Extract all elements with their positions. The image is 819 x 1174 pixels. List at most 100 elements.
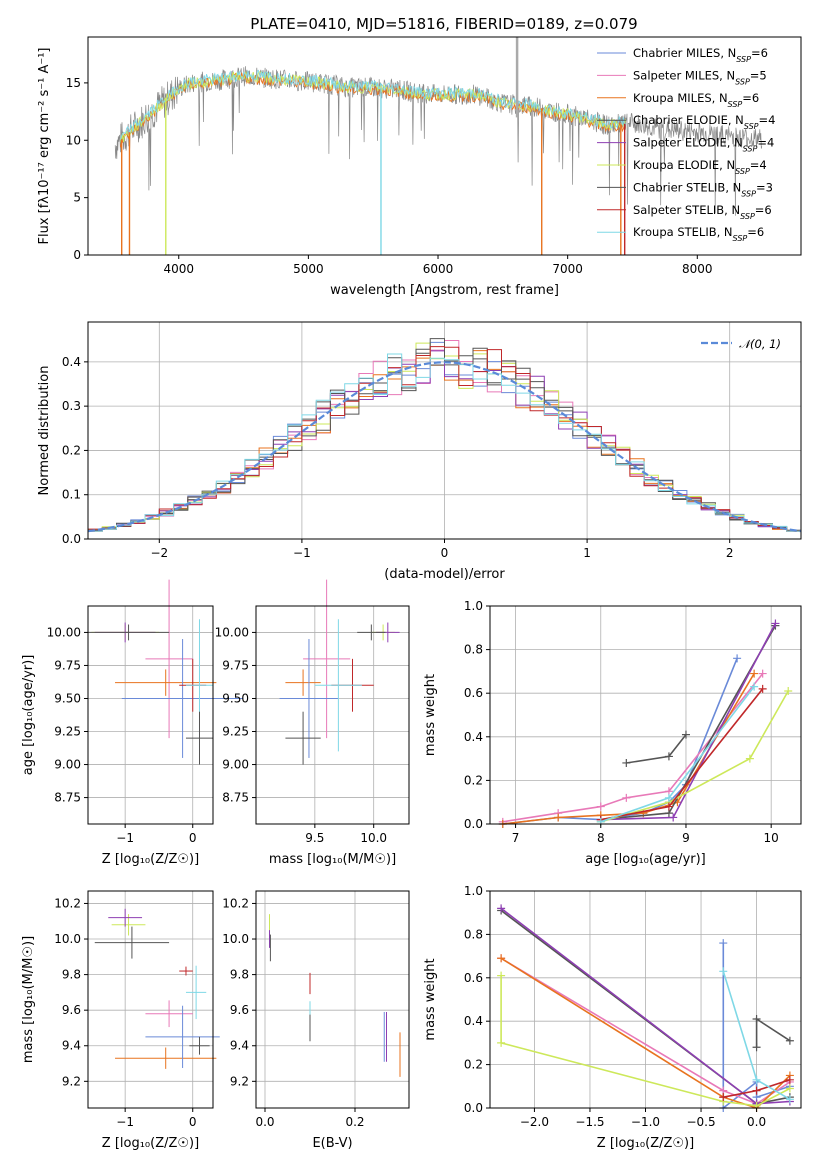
- legend-value: =6: [747, 225, 764, 239]
- axes-frame: [87, 890, 214, 1109]
- weight-line-chabrier_miles: [502, 658, 738, 825]
- y-tick-label: 9.2: [230, 1074, 249, 1088]
- weight-marker: [719, 1093, 728, 1102]
- legend-value: =6: [755, 203, 772, 217]
- plot-area: [88, 579, 244, 765]
- legend-entry: Chabrier MILES, NSSP=6: [633, 46, 768, 64]
- legend-entry: Salpeter STELIB, NSSP=6: [633, 203, 772, 221]
- weight-marker: [752, 1015, 761, 1024]
- y-tick-label: 0.3: [62, 399, 81, 413]
- y-tick-label: 10.0: [54, 932, 81, 946]
- legend-subscript: SSP: [740, 211, 755, 220]
- grid-lines: [490, 890, 801, 1109]
- weight-marker: [622, 793, 631, 802]
- y-tick-label: 9.50: [54, 691, 81, 705]
- x-axis-label: Z [log₁₀(Z/Z☉)]: [102, 852, 199, 867]
- y-tick-label: 0.4: [464, 1014, 483, 1028]
- plot-area: [269, 914, 401, 1077]
- y-tick-label: 10.2: [54, 896, 81, 910]
- weight-line-kroupa_elodie: [600, 690, 789, 823]
- legend-subscript: SSP: [733, 234, 748, 243]
- y-tick-label: 0.2: [62, 443, 81, 457]
- grid-lines: [256, 606, 409, 824]
- weight-marker: [497, 971, 506, 980]
- x-tick-label: −2: [150, 546, 168, 560]
- legend-subscript: SSP: [743, 144, 758, 153]
- y-tick-label: 10.0: [222, 932, 249, 946]
- grid-lines: [88, 606, 213, 824]
- y-tick-label: 0: [73, 248, 81, 262]
- normal-curve: [87, 361, 802, 533]
- weight-marker: [622, 758, 631, 767]
- x-axis-label: E(B-V): [312, 1136, 352, 1151]
- y-tick-label: 9.25: [54, 725, 81, 739]
- legend-value: =4: [757, 136, 774, 150]
- x-tick-label: −1.5: [575, 1115, 604, 1129]
- y-tick-label: 9.00: [54, 758, 81, 772]
- legend-entry: Salpeter MILES, NSSP=5: [633, 68, 767, 86]
- x-tick-label: 0.2: [345, 1115, 364, 1129]
- x-tick-label: 10.0: [360, 831, 387, 845]
- y-tick-label: 9.8: [62, 968, 81, 982]
- x-tick-label: −1: [293, 546, 311, 560]
- y-tick-label: 9.75: [222, 658, 249, 672]
- weight-marker: [752, 1075, 761, 1084]
- legend-subscript: SSP: [728, 99, 743, 108]
- y-tick-label: 0.6: [464, 971, 483, 985]
- x-tick-label: 7000: [552, 262, 583, 276]
- y-tick-label: 9.6: [62, 1003, 81, 1017]
- plot-area: [87, 338, 802, 533]
- y-tick-label: 8.75: [222, 791, 249, 805]
- y-tick-label: 0.8: [464, 927, 483, 941]
- y-tick-label: 15: [66, 76, 81, 90]
- legend-entry: Kroupa ELODIE, NSSP=4: [633, 158, 767, 176]
- y-tick-label: 0.2: [464, 773, 483, 787]
- y-tick-label: 9.00: [222, 758, 249, 772]
- y-tick-label: 9.8: [230, 968, 249, 982]
- x-tick-label: 8000: [682, 262, 713, 276]
- x-tick-label: 0.0: [747, 1115, 766, 1129]
- weight-marker: [771, 619, 780, 628]
- weight-line-salpeter_elodie: [600, 623, 777, 821]
- weight-line-chabrier_stelib: [626, 734, 687, 764]
- legend-subscript: SSP: [736, 55, 751, 64]
- legend-value: =6: [751, 46, 768, 60]
- plot-area: [94, 908, 220, 1069]
- legend-text: Chabrier MILES, N: [633, 46, 736, 60]
- x-tick-label: −0.5: [686, 1115, 715, 1129]
- y-axis-label: Normed distribution: [37, 366, 52, 496]
- x-axis-label: mass [log₁₀(M/M☉)]: [269, 852, 396, 867]
- grid-lines: [88, 891, 213, 1108]
- legend-subscript: SSP: [744, 122, 759, 131]
- y-tick-label: 9.2: [62, 1074, 81, 1088]
- x-tick-label: 8: [597, 831, 605, 845]
- weight-marker: [497, 954, 506, 963]
- weight-line-kroupa_miles: [502, 673, 755, 825]
- grid-lines: [490, 605, 801, 825]
- weight-line-salpeter_miles: [502, 673, 764, 823]
- x-tick-label: 0.0: [255, 1115, 274, 1129]
- y-tick-label: 9.25: [222, 725, 249, 739]
- legend-text: Salpeter MILES, N: [633, 68, 735, 82]
- weight-marker: [664, 752, 673, 761]
- legend-entry: Kroupa STELIB, NSSP=6: [633, 225, 764, 243]
- weight-marker: [758, 684, 767, 693]
- legend-text: Salpeter STELIB, N: [633, 203, 740, 217]
- legend-text: Chabrier STELIB, N: [633, 180, 741, 194]
- legend-entry: Kroupa MILES, NSSP=6: [633, 91, 759, 109]
- legend-value: =4: [759, 113, 776, 127]
- legend-entry: Chabrier STELIB, NSSP=3: [633, 180, 773, 198]
- axes-frame: [489, 605, 802, 825]
- weight-marker: [664, 802, 673, 811]
- x-tick-label: 10: [764, 831, 779, 845]
- weight-marker: [681, 730, 690, 739]
- x-tick-label: 1: [583, 546, 591, 560]
- legend-text: Salpeter ELODIE, N: [633, 136, 743, 150]
- weight-marker: [750, 669, 759, 678]
- axes-frame: [87, 36, 802, 256]
- x-tick-label: 0: [441, 546, 449, 560]
- legend-subscript: SSP: [735, 167, 750, 176]
- legend-entry: Chabrier ELODIE, NSSP=4: [633, 113, 775, 131]
